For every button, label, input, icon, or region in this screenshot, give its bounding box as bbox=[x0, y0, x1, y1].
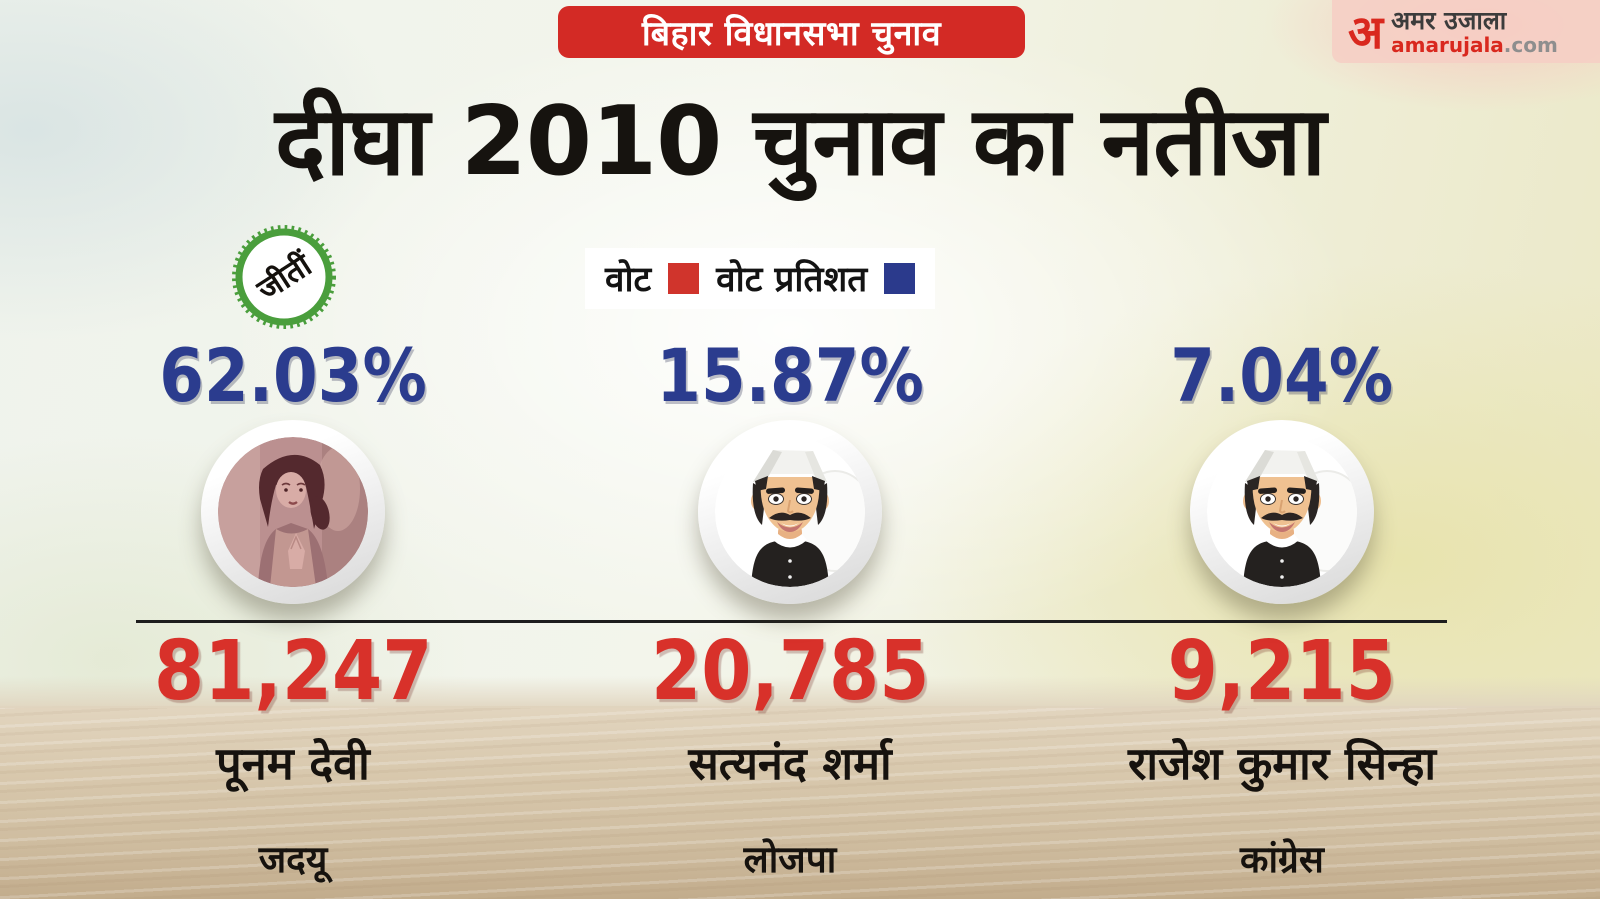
wooden-table-background bbox=[0, 676, 1600, 899]
separator-line bbox=[136, 620, 1447, 623]
legend: वोट वोट प्रतिशत bbox=[585, 248, 936, 309]
legend-percent-label: वोट प्रतिशत bbox=[716, 260, 868, 300]
logo-name-hindi: अमर उजाला bbox=[1391, 6, 1507, 36]
woman-candidate-photo bbox=[218, 437, 368, 587]
vote-count: 81,247 bbox=[153, 624, 433, 719]
candidate-photo-frame bbox=[201, 420, 385, 604]
candidate-photo-frame bbox=[1190, 420, 1374, 604]
top-banner: बिहार विधानसभा चुनाव bbox=[558, 6, 1025, 58]
candidate-party: कांग्रेस bbox=[1240, 838, 1324, 881]
vote-count: 20,785 bbox=[650, 624, 930, 719]
candidate-name: पूनम देवी bbox=[216, 737, 370, 790]
banner-label: बिहार विधानसभा चुनाव bbox=[641, 14, 942, 54]
vote-count: 9,215 bbox=[1167, 624, 1397, 719]
vote-percent: 62.03% bbox=[159, 334, 427, 419]
percent-color-swatch-icon bbox=[884, 263, 916, 294]
amar-ujala-logo: अ अमर उजाला amarujala.com bbox=[1348, 6, 1558, 58]
man-candidate-avatar bbox=[1207, 437, 1357, 587]
winner-badge: जीतीं bbox=[231, 224, 337, 330]
man-avatar-icon bbox=[1207, 437, 1357, 587]
candidate-name: सत्यनंद शर्मा bbox=[688, 737, 892, 790]
candidate-name: राजेश कुमार सिन्हा bbox=[1128, 737, 1436, 790]
candidate-party: जदयू bbox=[258, 838, 328, 881]
logo-domain-name: amarujala bbox=[1391, 32, 1504, 57]
candidate-column-3: 7.04% bbox=[1028, 0, 1536, 899]
candidate-column-1: 62.03% bbox=[63, 0, 523, 899]
candidate-photo-frame bbox=[698, 420, 882, 604]
candidate-column-2: 15.87% bbox=[560, 0, 1020, 899]
logo-domain: amarujala.com bbox=[1391, 32, 1558, 57]
winner-badge-stamp-icon: जीतीं bbox=[232, 225, 336, 329]
logo-domain-tld: .com bbox=[1503, 32, 1558, 57]
logo-background bbox=[1332, 0, 1600, 63]
man-avatar-icon bbox=[715, 437, 865, 587]
vote-percent: 7.04% bbox=[1170, 334, 1394, 419]
man-candidate-avatar bbox=[715, 437, 865, 587]
votes-color-swatch-icon bbox=[668, 263, 700, 294]
page-title: दीघा 2010 चुनाव का नतीजा bbox=[274, 87, 1326, 197]
vote-percent: 15.87% bbox=[656, 334, 924, 419]
woman-portrait-icon bbox=[218, 437, 368, 587]
candidate-party: लोजपा bbox=[743, 838, 837, 881]
legend-votes-label: वोट bbox=[605, 260, 652, 300]
amar-ujala-logo-mark-icon: अ bbox=[1348, 5, 1384, 59]
